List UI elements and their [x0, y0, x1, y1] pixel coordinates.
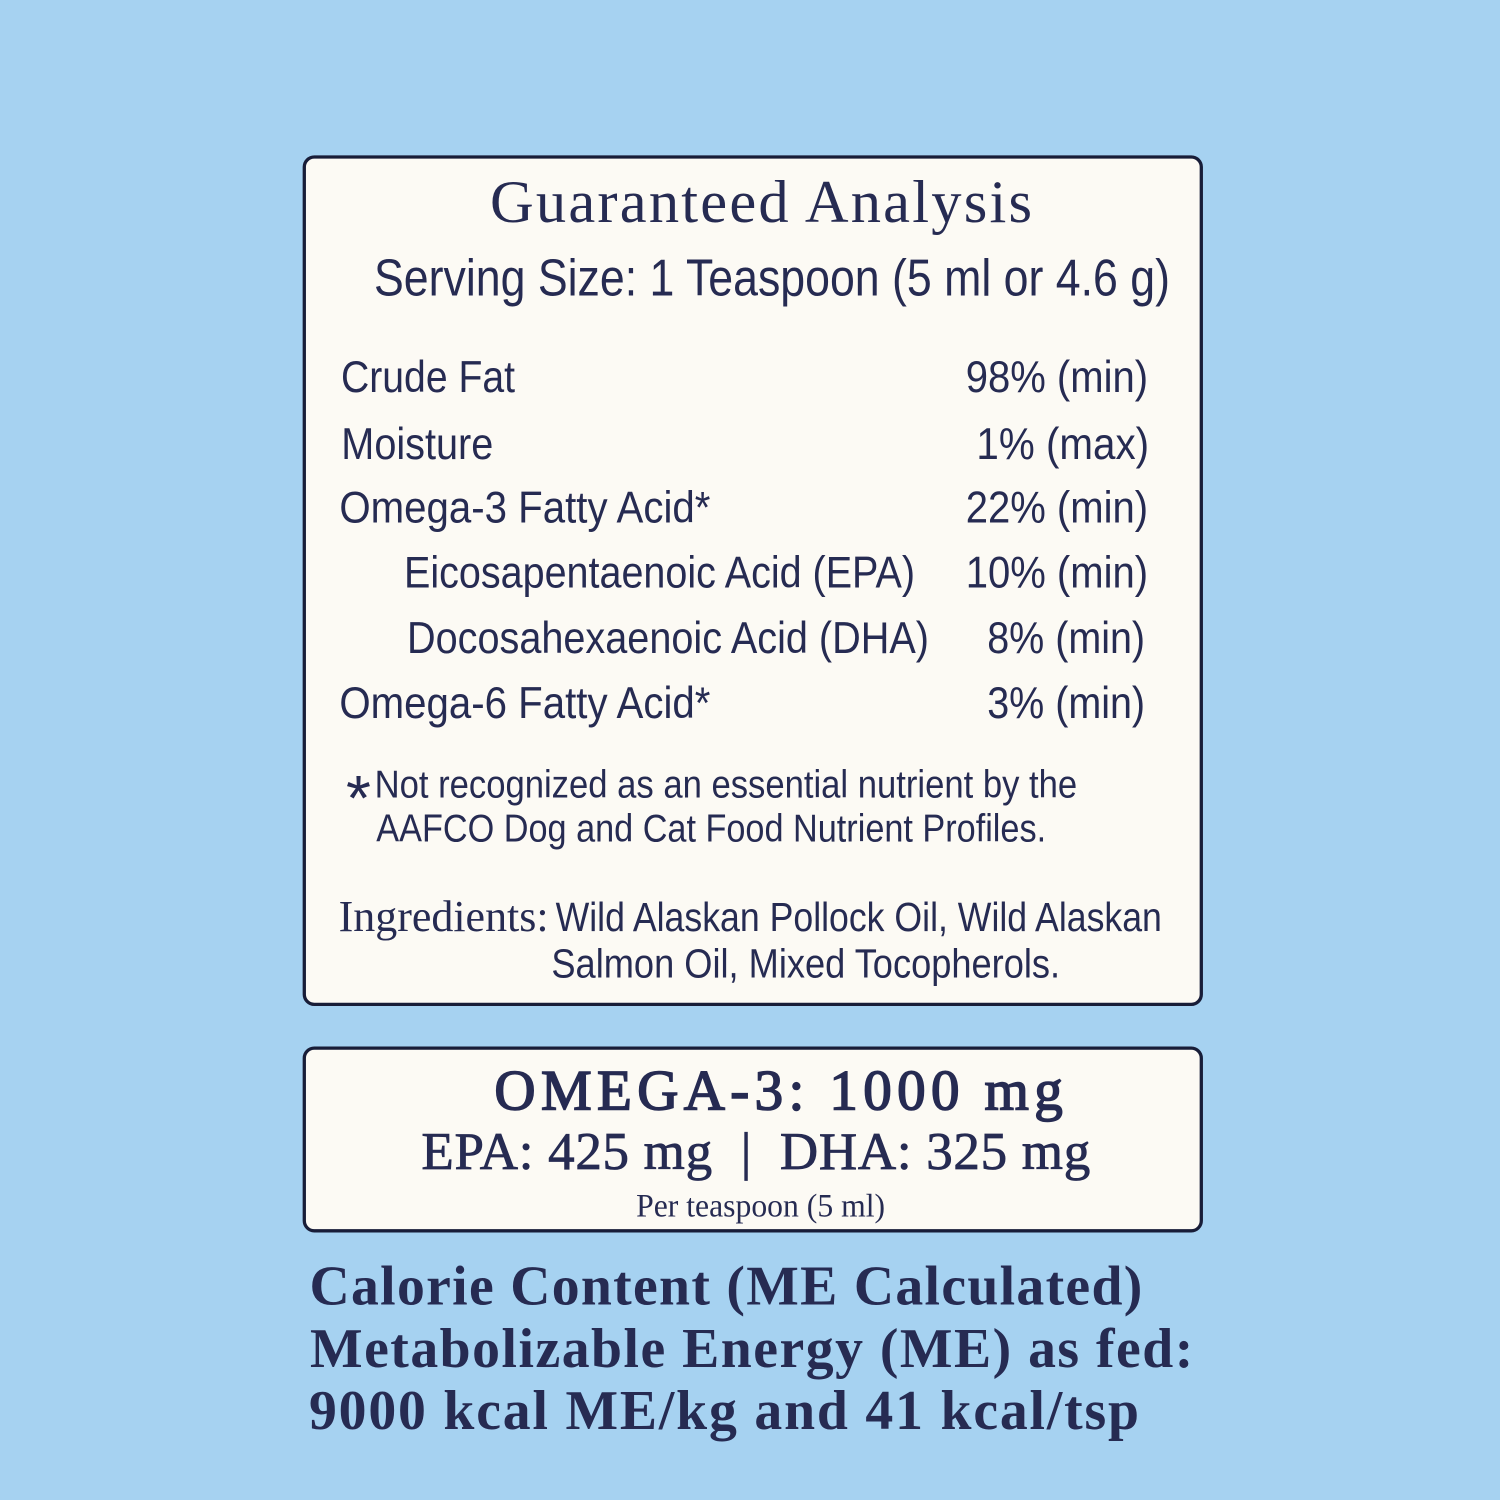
svg-text:9000 kcal ME/kg and 41 kcal/ts: 9000 kcal ME/kg and 41 kcal/tsp: [309, 1380, 1139, 1442]
svg-text:*: *: [346, 762, 371, 834]
svg-text:Omega-6 Fatty Acid*: Omega-6 Fatty Acid*: [339, 679, 710, 728]
svg-text:Calorie Content (ME Calculated: Calorie Content (ME Calculated): [310, 1256, 1143, 1318]
svg-text:Salmon Oil, Mixed Tocopherols.: Salmon Oil, Mixed Tocopherols.: [551, 941, 1060, 987]
svg-text:Serving Size: 1 Teaspoon (5 ml: Serving Size: 1 Teaspoon (5 ml or 4.6 g): [374, 249, 1170, 307]
svg-text:EPA: 425 mg | DHA: 325 mg: EPA: 425 mg | DHA: 325 mg: [421, 1123, 1090, 1181]
svg-text:98% (min): 98% (min): [966, 353, 1148, 402]
svg-text:Wild Alaskan Pollock Oil, Wild: Wild Alaskan Pollock Oil, Wild Alaskan: [556, 894, 1162, 940]
svg-text:3% (min): 3% (min): [987, 679, 1145, 728]
svg-text:Metabolizable Energy (ME) as f: Metabolizable Energy (ME) as fed:: [310, 1318, 1193, 1380]
svg-text:Docosahexaenoic Acid (DHA): Docosahexaenoic Acid (DHA): [407, 614, 929, 663]
svg-text:Moisture: Moisture: [341, 420, 493, 469]
svg-text:1% (max): 1% (max): [976, 420, 1149, 469]
svg-text:OMEGA-3: 1000 mg: OMEGA-3: 1000 mg: [494, 1060, 1062, 1123]
svg-text:Eicosapentaenoic Acid (EPA): Eicosapentaenoic Acid (EPA): [404, 549, 915, 598]
svg-text:8% (min): 8% (min): [987, 614, 1145, 663]
svg-text:Guaranteed Analysis: Guaranteed Analysis: [490, 169, 1032, 236]
svg-text:Per teaspoon (5 ml): Per teaspoon (5 ml): [636, 1188, 885, 1224]
svg-text:Not recognized as an essential: Not recognized as an essential nutrient …: [375, 763, 1078, 806]
svg-text:Ingredients:: Ingredients:: [339, 891, 549, 941]
svg-text:AAFCO Dog and Cat Food Nutrien: AAFCO Dog and Cat Food Nutrient Profiles…: [376, 807, 1046, 850]
svg-text:22% (min): 22% (min): [966, 484, 1148, 533]
svg-text:Omega-3 Fatty Acid*: Omega-3 Fatty Acid*: [339, 484, 710, 533]
svg-text:Crude Fat: Crude Fat: [341, 353, 515, 402]
svg-text:10% (min): 10% (min): [966, 549, 1148, 598]
